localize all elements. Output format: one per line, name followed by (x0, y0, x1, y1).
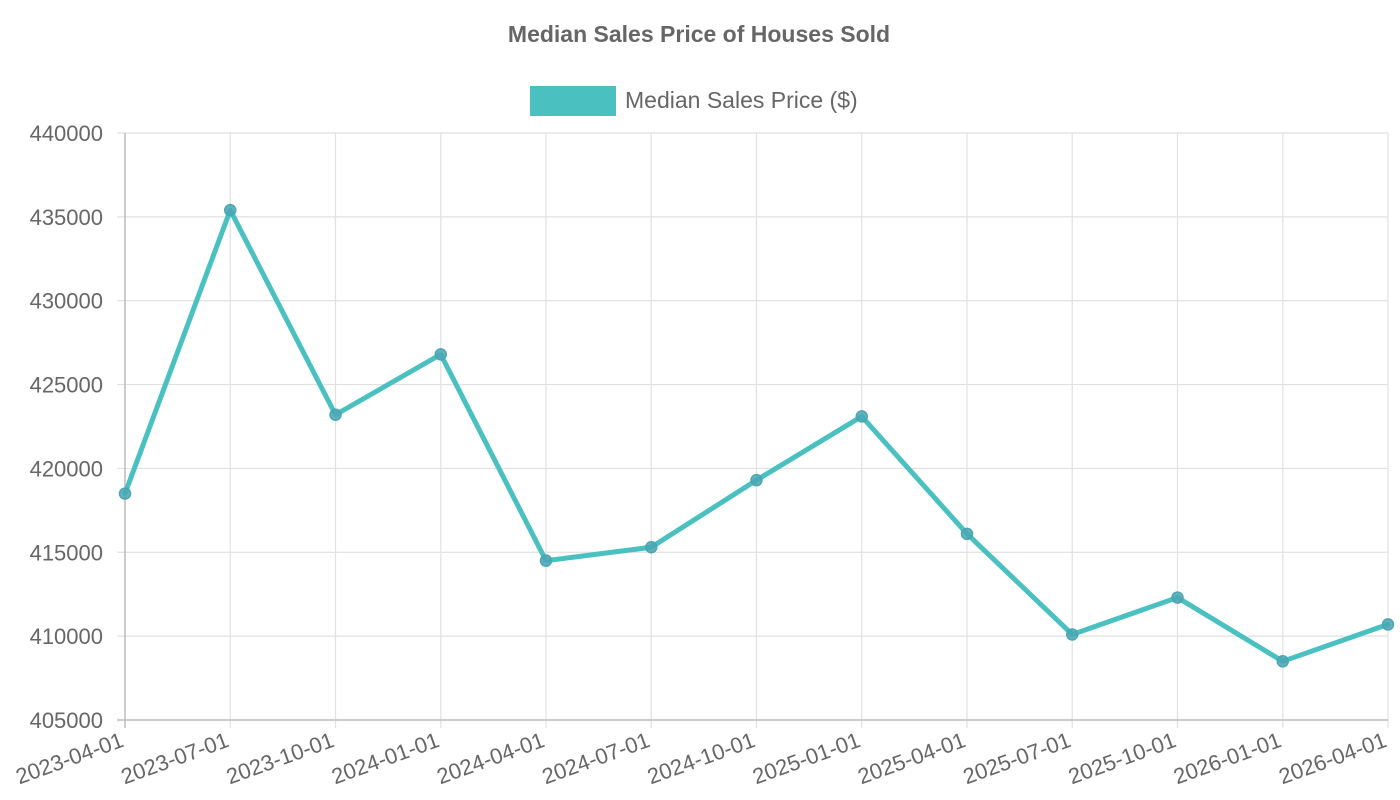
data-point[interactable] (1066, 628, 1079, 641)
y-tick-label: 410000 (30, 624, 103, 649)
y-tick-label: 430000 (30, 289, 103, 314)
x-tick-label: 2024-04-01 (433, 727, 547, 789)
x-tick-label: 2023-07-01 (118, 727, 232, 789)
data-point[interactable] (224, 203, 237, 217)
x-tick-label: 2024-07-01 (539, 727, 653, 789)
x-tick-label: 2024-10-01 (644, 727, 758, 789)
y-tick-label: 415000 (30, 540, 103, 565)
data-point[interactable] (1171, 591, 1184, 604)
data-point[interactable] (434, 348, 447, 361)
data-point[interactable] (855, 410, 868, 423)
x-tick-label: 2025-10-01 (1065, 727, 1179, 789)
y-tick-label: 405000 (30, 708, 103, 733)
data-point[interactable] (1381, 618, 1395, 631)
y-tick-label: 420000 (30, 456, 103, 481)
x-tick-label: 2023-10-01 (223, 727, 337, 789)
data-point[interactable] (750, 473, 763, 487)
x-tick-label: 2023-04-01 (12, 727, 126, 789)
x-tick-label: 2025-01-01 (749, 727, 863, 789)
grid (117, 132, 1389, 728)
data-point[interactable] (118, 487, 132, 500)
x-axis-ticks: 2023-04-012023-07-012023-10-012024-01-01… (12, 727, 1389, 789)
chart-title: Median Sales Price of Houses Sold (508, 21, 890, 47)
x-tick-label: 2026-04-01 (1275, 727, 1389, 789)
x-tick-label: 2025-04-01 (854, 727, 968, 789)
data-point[interactable] (539, 554, 553, 567)
y-tick-label: 440000 (30, 121, 103, 146)
y-tick-label: 425000 (30, 373, 103, 398)
data-point[interactable] (960, 527, 974, 541)
data-point[interactable] (329, 408, 342, 422)
x-tick-label: 2024-01-01 (328, 727, 442, 789)
legend[interactable]: Median Sales Price ($) (530, 86, 858, 116)
axes (117, 133, 1388, 728)
series-median-sales-price (118, 203, 1395, 668)
y-tick-label: 435000 (30, 205, 103, 230)
data-point[interactable] (645, 541, 658, 554)
legend-swatch (530, 86, 616, 116)
data-point[interactable] (1276, 655, 1289, 668)
x-tick-label: 2025-07-01 (960, 727, 1074, 789)
x-tick-label: 2026-01-01 (1170, 727, 1284, 789)
legend-label: Median Sales Price ($) (625, 87, 858, 113)
y-axis-ticks: 440000 435000 430000 425000 420000 415000 4100… (30, 121, 103, 733)
